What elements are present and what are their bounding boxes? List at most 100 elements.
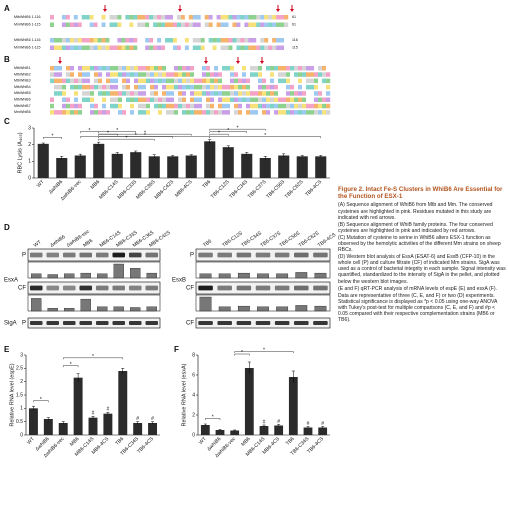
residue xyxy=(252,15,257,20)
x-tick-label: TB6-C34S xyxy=(228,179,249,200)
residue xyxy=(149,22,154,27)
residue xyxy=(174,110,179,115)
residue xyxy=(274,66,279,71)
x-tick-label: TB6-C37S xyxy=(247,179,268,200)
residue xyxy=(194,110,199,115)
x-tick-label: MB6 xyxy=(240,436,252,448)
residue xyxy=(78,91,83,96)
y-tick-label: 3 xyxy=(28,125,31,131)
hash-label: # xyxy=(106,407,109,413)
residue xyxy=(126,78,131,84)
quant-bar xyxy=(130,268,141,279)
residue xyxy=(69,22,74,27)
residue xyxy=(282,66,287,71)
hash-label: # xyxy=(151,416,154,422)
residue xyxy=(242,78,247,84)
residue xyxy=(58,103,63,109)
residue xyxy=(162,66,167,71)
sequence-name: MmWhiB6 1-115 xyxy=(14,22,41,26)
sequence-end: 115 xyxy=(292,45,298,49)
quant-bar xyxy=(64,273,75,279)
residue xyxy=(62,78,67,84)
band xyxy=(236,252,252,258)
residue xyxy=(188,38,193,43)
residue xyxy=(150,91,155,96)
residue xyxy=(246,66,251,71)
significance-bracket xyxy=(98,133,192,136)
quant-bar xyxy=(237,272,250,279)
residue xyxy=(146,72,151,77)
residue xyxy=(318,97,323,102)
residue xyxy=(222,103,227,109)
residue xyxy=(302,110,307,115)
residue xyxy=(250,84,255,90)
residue xyxy=(178,97,183,102)
residue xyxy=(62,103,67,109)
band xyxy=(313,252,328,258)
residue xyxy=(280,22,285,27)
residue xyxy=(258,78,263,84)
residue xyxy=(194,78,199,84)
y-tick-label: 0.5 xyxy=(16,419,23,425)
quant-bar xyxy=(113,263,124,279)
residue xyxy=(228,38,233,43)
residue xyxy=(270,72,275,77)
residue xyxy=(138,66,143,71)
bar xyxy=(244,368,254,435)
row-label: P xyxy=(22,321,26,327)
residue xyxy=(274,84,279,90)
residue xyxy=(234,110,239,115)
residue xyxy=(86,103,91,109)
hash-label: # xyxy=(277,419,280,425)
residue xyxy=(264,22,269,27)
residue xyxy=(145,38,150,43)
residue xyxy=(50,84,55,90)
x-tick-label: TB6-4CS xyxy=(306,436,325,455)
quant-bar xyxy=(113,306,124,312)
bar xyxy=(318,427,328,435)
error-bar xyxy=(247,361,251,374)
residue xyxy=(114,91,119,96)
residue xyxy=(165,15,170,20)
bar xyxy=(278,155,290,178)
quant-bar xyxy=(257,273,269,279)
residue xyxy=(240,15,245,20)
error-bar xyxy=(152,154,156,158)
band xyxy=(62,321,76,325)
residue xyxy=(130,72,135,77)
residue xyxy=(82,103,87,109)
residue xyxy=(326,103,331,109)
residue xyxy=(314,97,319,102)
quant-bar xyxy=(276,306,289,312)
residue xyxy=(153,38,158,43)
residue xyxy=(242,66,247,71)
residue xyxy=(142,110,147,115)
sequence-name: MmWhiB6 1-115 xyxy=(14,45,41,49)
y-tick-label: 2 xyxy=(192,412,195,418)
error-bar xyxy=(300,155,304,158)
residue xyxy=(110,91,115,96)
residue xyxy=(230,84,235,90)
significance-label: * xyxy=(70,362,72,368)
bar xyxy=(241,153,253,178)
residue xyxy=(169,22,174,27)
residue xyxy=(262,78,267,84)
residue xyxy=(172,22,178,27)
significance-label: * xyxy=(40,397,42,403)
residue xyxy=(114,78,119,84)
residue xyxy=(113,22,118,27)
error-bar xyxy=(291,370,295,383)
residue xyxy=(170,103,175,109)
band xyxy=(95,252,109,258)
band xyxy=(274,285,290,291)
residue xyxy=(90,72,95,77)
significance-bracket xyxy=(63,365,79,368)
residue xyxy=(90,97,95,102)
residue xyxy=(65,45,71,50)
residue xyxy=(98,84,103,90)
residue xyxy=(106,91,111,96)
significance-bracket xyxy=(205,418,221,420)
y-tick-label: 6 xyxy=(192,372,195,378)
residue xyxy=(102,72,107,77)
caption-paragraph: (C) Mutation of cysteine to serine in Wh… xyxy=(338,234,501,254)
